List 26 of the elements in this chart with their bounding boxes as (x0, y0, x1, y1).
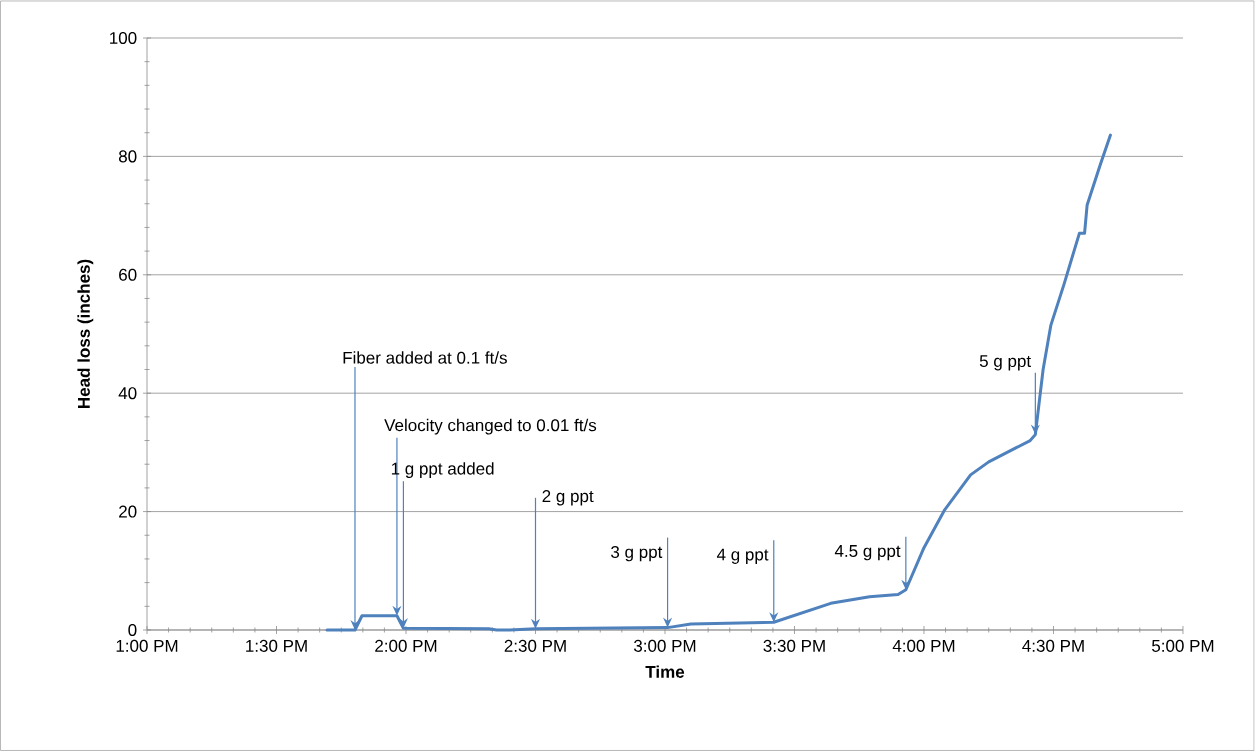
annotation: 2 g ppt (542, 490, 594, 506)
y-tick-label: 100 (110, 31, 137, 45)
x-tick-label: 3:30 PM (763, 639, 825, 652)
annotation: 4 g ppt (716, 548, 769, 564)
x-tick-label: 4:30 PM (1022, 639, 1084, 652)
x-tick-label: 4:00 PM (892, 639, 955, 652)
y-tick-label: 0 (128, 623, 137, 637)
line-series (325, 133, 1112, 632)
annotation: 3 g ppt (611, 545, 663, 562)
y-axis-title: Head loss (inches) (77, 259, 94, 408)
y-tick-label: 60 (119, 268, 137, 281)
x-axis-title: Time (645, 665, 685, 678)
annotation: Velocity changed to 0.01 ft/s (384, 418, 597, 435)
x-tick-label: 1:00 PM (116, 639, 178, 652)
y-tick-label: 20 (119, 505, 137, 518)
y-tick-label: 80 (118, 150, 137, 163)
annotation: 5 g ppt (979, 355, 1031, 371)
x-tick-label: 5:00 PM (1151, 639, 1214, 652)
annotation: 1 g ppt added (391, 462, 494, 479)
annotation: 4.5 g ppt (834, 545, 901, 561)
annotation: Fiber added at 0.1 ft/s (343, 351, 507, 364)
x-tick-label: 1:30 PM (246, 639, 307, 652)
x-tick-label: 3:00 PM (633, 639, 696, 652)
x-tick-label: 2:30 PM (504, 639, 566, 652)
y-tick-label: 40 (118, 387, 137, 400)
x-tick-label: 2:00 PM (375, 639, 437, 652)
